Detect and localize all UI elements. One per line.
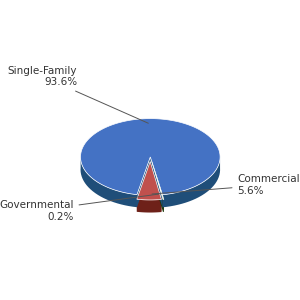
Text: Governmental
0.2%: Governmental 0.2% [0,194,159,221]
Polygon shape [162,155,220,207]
Polygon shape [137,157,150,207]
Polygon shape [80,155,137,207]
Polygon shape [137,162,150,212]
Polygon shape [152,161,164,200]
Polygon shape [137,162,161,200]
Polygon shape [150,157,162,207]
Polygon shape [80,118,220,195]
Polygon shape [152,161,164,212]
Text: Commercial
5.6%: Commercial 5.6% [152,174,300,196]
Polygon shape [150,162,161,212]
Polygon shape [137,199,161,212]
Polygon shape [152,161,163,212]
Text: Single-Family
93.6%: Single-Family 93.6% [8,66,148,123]
Polygon shape [163,199,164,212]
